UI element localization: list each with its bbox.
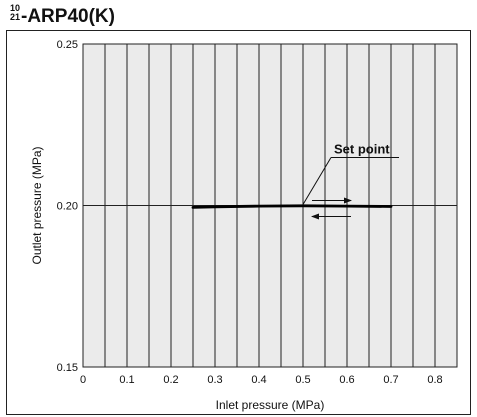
x-tick-label: 0.8	[427, 374, 442, 386]
title-subscript: 21	[10, 12, 21, 22]
title-model: -ARP40(K)	[21, 6, 115, 27]
y-tick-label: 0.15	[57, 362, 78, 374]
x-tick-label: 0.5	[295, 374, 310, 386]
y-tick-label: 0.25	[57, 39, 78, 51]
chart-frame	[6, 30, 471, 415]
x-axis-label: Inlet pressure (MPa)	[216, 398, 325, 412]
x-tick-label: 0.6	[339, 374, 354, 386]
title-superscript: 10	[10, 3, 21, 13]
outlet-pressure-line	[191, 204, 393, 209]
set-point-label: Set point	[334, 142, 390, 157]
set-point-leader-line	[302, 157, 332, 205]
x-tick-label: 0	[80, 374, 86, 386]
y-axis-label: Outlet pressure (MPa)	[30, 146, 44, 264]
y-tick-label: 0.20	[57, 201, 78, 213]
x-tick-label: 0.7	[383, 374, 398, 386]
x-tick-label: 0.4	[251, 374, 266, 386]
x-tick-label: 0.1	[119, 374, 134, 386]
x-tick-label: 0.3	[207, 374, 222, 386]
x-tick-label: 0.2	[163, 374, 178, 386]
